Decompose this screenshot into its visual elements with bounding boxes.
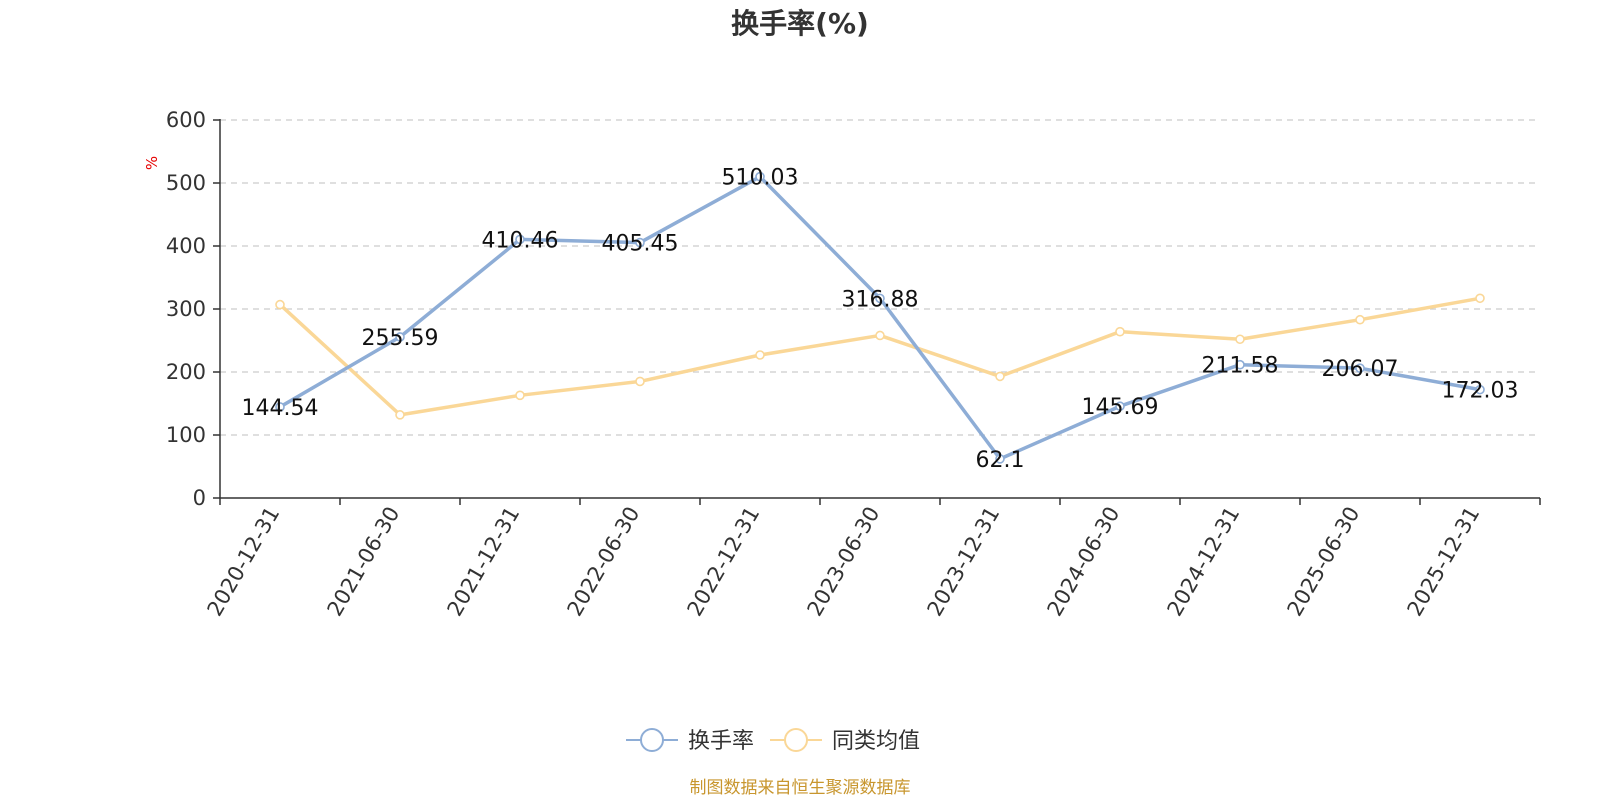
legend-label-0: 换手率: [688, 729, 754, 754]
x-tick-label-5: 2023-06-30: [803, 503, 885, 621]
series-1-point-0: [275, 299, 285, 310]
y-axis-ticks: 0 100 200 300 400 500 600: [166, 108, 220, 510]
x-tick-label-10: 2025-12-31: [1403, 503, 1485, 621]
data-label-7: 145.69: [1082, 395, 1159, 420]
series-line-0: [278, 174, 1482, 461]
series-line-1: [278, 296, 1482, 417]
y-tick-label-3: 300: [166, 297, 206, 321]
y-tick-label-5: 500: [166, 171, 206, 195]
y-tick-label-6: 600: [166, 108, 206, 132]
series-0-point-8: [1235, 359, 1245, 370]
legend-marker-1: [784, 728, 808, 752]
data-source-note: 制图数据来自恒生聚源数据库: [690, 778, 911, 798]
series-1-point-1: [395, 410, 405, 420]
x-tick-label-7: 2024-06-30: [1043, 503, 1125, 621]
data-label-0: 144.54: [242, 396, 319, 421]
series-1-point-6: [995, 371, 1005, 382]
y-tick-label-0: 0: [193, 486, 206, 510]
data-label-8: 211.58: [1202, 354, 1279, 379]
data-label-3: 405.45: [602, 232, 679, 257]
x-axis-ticks: 2020-12-31 2021-06-30 2021-12-31 2022-06-30…: [203, 498, 1541, 621]
x-tick-label-2: 2021-12-31: [443, 503, 525, 621]
series-0-point-5: [875, 293, 885, 304]
x-tick-label-9: 2025-06-30: [1283, 503, 1365, 621]
series-1-point-10: [1475, 293, 1485, 304]
series-1-point-9: [1355, 314, 1365, 325]
data-label-4: 510.03: [722, 166, 799, 191]
y-tick-label-4: 400: [166, 234, 206, 258]
series-0-point-7: [1115, 401, 1125, 412]
series-0-point-9: [1355, 363, 1365, 373]
x-tick-label-0: 2020-12-31: [203, 503, 285, 621]
grid-lines: [220, 119, 1540, 436]
x-tick-label-3: 2022-06-30: [563, 503, 645, 621]
series-1-point-5: [875, 330, 885, 341]
series-layer: [275, 171, 1485, 464]
series-1-point-4: [755, 350, 765, 360]
series-0-point-4: [755, 171, 765, 182]
legend-label-1: 同类均值: [832, 729, 920, 754]
data-label-5: 316.88: [842, 287, 919, 312]
data-labels: 144.54 255.59 410.46 405.45 510.03 316.88 62.1…: [242, 166, 1519, 473]
series-0-point-10: [1475, 384, 1485, 395]
y-tick-label-2: 200: [166, 360, 206, 384]
y-tick-label-1: 100: [166, 423, 206, 447]
chart-title: 换手率(%): [731, 7, 869, 40]
data-label-10: 172.03: [1442, 379, 1519, 404]
series-0-point-1: [395, 332, 405, 342]
legend-marker-0: [640, 728, 664, 752]
x-tick-label-6: 2023-12-31: [923, 503, 1005, 621]
data-label-2: 410.46: [482, 228, 559, 253]
series-1-point-2: [515, 390, 525, 401]
series-0-point-3: [635, 237, 645, 248]
series-0-point-2: [515, 234, 525, 245]
x-tick-label-4: 2022-12-31: [683, 503, 765, 621]
legend: 换手率 同类均值: [626, 728, 920, 754]
data-label-6: 62.1: [976, 448, 1025, 473]
x-tick-label-1: 2021-06-30: [323, 503, 405, 621]
series-1-point-3: [635, 376, 645, 387]
x-tick-label-8: 2024-12-31: [1163, 503, 1245, 621]
data-label-9: 206.07: [1322, 357, 1399, 382]
series-0-point-6: [995, 454, 1005, 464]
y-axis-unit: %: [143, 156, 161, 170]
series-1-point-7: [1115, 326, 1125, 337]
series-1-point-8: [1235, 334, 1245, 345]
data-label-1: 255.59: [362, 326, 439, 351]
series-0-point-0: [275, 402, 285, 412]
axes: [219, 119, 1540, 499]
